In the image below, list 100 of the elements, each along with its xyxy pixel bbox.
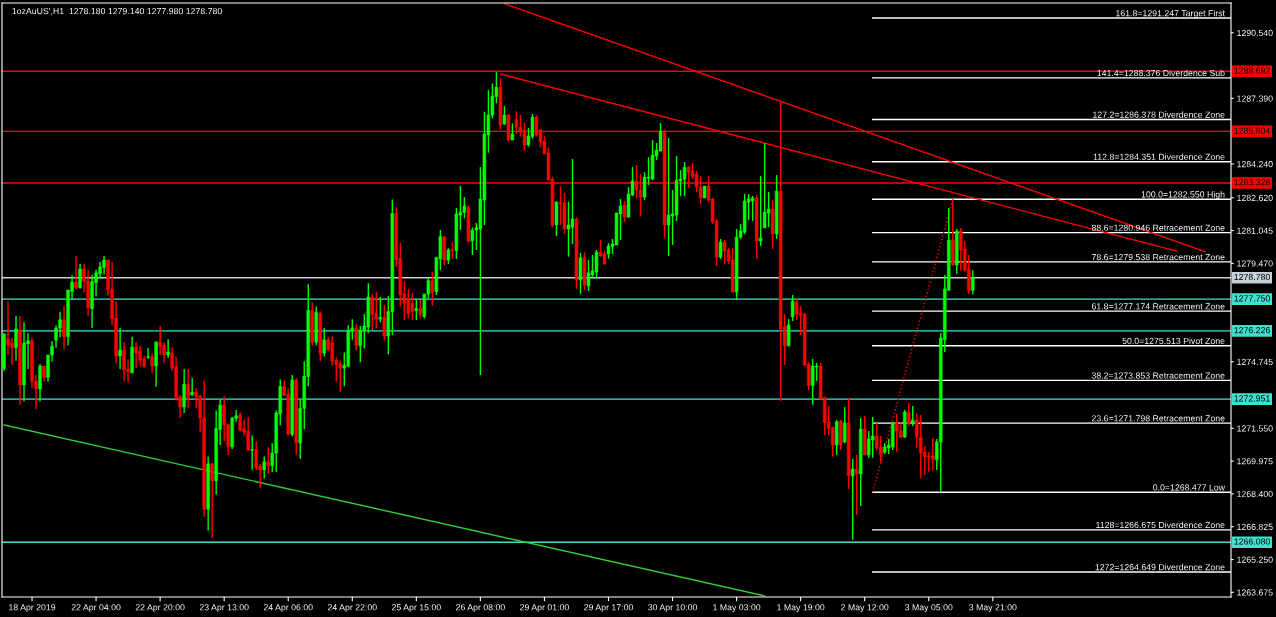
candlestick [358,325,363,363]
candlestick [166,338,170,359]
x-tick-label: 30 Apr 10:00 [648,604,698,613]
candlestick [594,249,599,280]
ref-line-label: 1128=1266.675 Diverdence Zone [1096,521,1225,529]
ref-line-label: 78.6=1279.538 Retracement Zone [1091,254,1225,261]
candlestick [762,142,767,229]
y-tick-label: 1284.240 [1237,161,1273,168]
ref-line-label: 61.8=1277.174 Retracement Zone [1091,303,1225,310]
candlestick [250,434,254,471]
candlestick [254,440,258,472]
x-tick-label: 3 May 05:00 [905,604,953,613]
candlestick [374,291,379,329]
x-tick-label: 2 May 12:00 [841,604,889,613]
candlestick [971,269,975,296]
candlestick [134,341,138,369]
ref-line-label: 1272.951 [1234,395,1270,402]
candlestick [850,458,855,541]
candlestick [122,341,126,383]
candlestick [330,336,334,366]
candlestick [622,200,627,223]
candlestick [586,259,591,292]
candlestick [246,416,250,452]
candlestick [830,425,835,458]
ref-line-label: 38.2=1273.853 Retracement Zone [1091,372,1225,379]
ref-line-label: 23.6=1271.798 Retracement Zone [1091,415,1225,422]
candlestick [78,263,82,290]
ref-line-label: 0.0=1268.477 Low [1153,484,1226,491]
candlestick [786,318,791,348]
candlestick [842,406,847,444]
ref-line-label: 1277.750 [1234,295,1270,302]
y-tick-label: 1271.550 [1237,425,1273,432]
y-tick-label: 1265.250 [1237,556,1273,563]
ref-line-label: 50.0=1275.513 Pivot Zone [1122,337,1225,345]
candlestick [442,235,447,266]
candlestick [682,161,687,197]
candlestick [878,435,883,464]
ref-line-label: 112.8=1284.351 Diverdence Zone [1093,153,1225,160]
candlestick [74,255,78,291]
ref-line-label: 1285.804 [1234,127,1271,134]
candlestick [534,114,539,138]
y-tick-label: 1269.975 [1237,458,1273,465]
candlestick [190,377,194,397]
x-tick-label: 22 Apr 20:00 [135,604,185,613]
candlestick [931,437,935,471]
ref-line-label: 100.0=1282.550 High [1141,191,1225,200]
y-tick-label: 1263.675 [1237,589,1273,596]
candlestick [38,363,42,403]
ref-line-label: 1266.080 [1234,538,1270,545]
candlestick [854,454,859,516]
candlestick [870,416,875,459]
candlestick [919,414,923,479]
candlestick [790,294,795,322]
candlestick [554,200,559,237]
candlestick [118,327,122,370]
candlestick [410,292,415,321]
candlestick [154,340,158,388]
candlestick [266,446,270,475]
x-tick-label: 22 Apr 04:00 [71,604,121,613]
y-tick-label: 1290.540 [1237,29,1273,37]
candlestick [338,359,342,393]
candlestick [959,227,963,272]
ref-line-label: 1288.692 [1234,67,1270,74]
candlestick [102,255,106,276]
candlestick [418,299,423,320]
candlestick [814,362,819,382]
candlestick [150,352,154,374]
ref-line-label: 1276.226 [1234,327,1270,334]
candlestick [414,299,419,321]
candlestick [210,462,214,539]
candlestick [722,239,727,265]
x-tick-label: 29 Apr 01:00 [520,604,569,613]
candlestick [14,315,18,362]
ref-line-label: 127.2=1286.378 Diverdence Zone [1093,111,1225,118]
x-tick-label: 29 Apr 17:00 [584,604,633,613]
candlestick [382,304,387,342]
candlestick [838,419,843,451]
y-tick-label: 1282.620 [1237,194,1273,201]
chart-title: 1ozAuUS',H1 1278.180 1279.140 1277.980 1278.780 [12,7,222,16]
y-tick-label: 1281.045 [1237,227,1273,234]
candlestick [766,191,771,228]
candlestick [146,347,150,360]
candlestick [138,345,142,367]
candlestick [666,137,671,257]
x-tick-label: 18 Apr 2019 [9,604,56,613]
y-tick-label: 1274.745 [1237,358,1273,366]
candlestick [911,405,915,427]
x-tick-label: 24 Apr 06:00 [263,604,313,613]
candlestick [810,358,815,406]
candlestick [758,175,763,247]
y-tick-label: 1266.825 [1237,523,1273,530]
candlestick [322,327,326,358]
x-tick-label: 3 May 21:00 [969,604,1017,613]
candlestick [182,368,186,414]
y-tick-label: 1287.390 [1237,95,1273,102]
x-tick-label: 25 Apr 15:00 [391,604,441,613]
ref-line-label: 1283.328 [1234,179,1270,186]
candlestick [558,185,563,226]
x-tick-label: 1 May 03:00 [713,604,761,613]
candlestick [62,305,66,351]
